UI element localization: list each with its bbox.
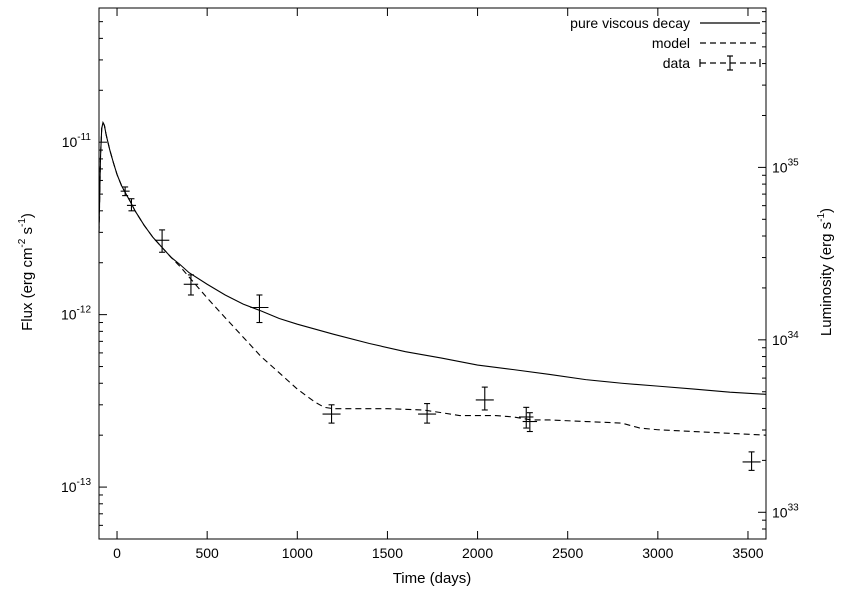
data-point-6 <box>418 403 437 424</box>
data-point-3 <box>183 274 199 296</box>
y-axis-title-pre: Flux (erg cm <box>19 248 36 331</box>
y2-tick-label-34: 1034 <box>772 330 799 348</box>
x-tick-label-3000: 3000 <box>642 545 673 561</box>
y2-tick-label-exp: 34 <box>788 330 800 341</box>
legend-label-data: data <box>663 55 690 71</box>
y-tick-label--12: 10-12 <box>61 305 91 323</box>
plot-frame <box>98 7 767 540</box>
y-tick-label-base: 10 <box>61 307 77 323</box>
y2-axis-title-pre: Luminosity (erg s <box>818 222 835 336</box>
data-point-2 <box>154 229 170 253</box>
x-tick-label-1500: 1500 <box>372 545 403 561</box>
y-tick-label--13: 10-13 <box>61 477 91 495</box>
data-point-1 <box>126 198 136 212</box>
y2-tick-label-33: 1033 <box>772 502 799 520</box>
y-tick-label-exp: -11 <box>77 132 91 143</box>
legend-label-viscous: pure viscous decay <box>570 15 690 31</box>
data-point-0 <box>120 186 130 197</box>
y2-axis-title: Luminosity (erg s-1) <box>816 208 835 336</box>
data-point-7 <box>475 386 494 411</box>
y2-tick-label-base: 10 <box>772 504 788 520</box>
y-tick-label-exp: -12 <box>77 305 92 316</box>
data-point-9 <box>522 412 538 433</box>
y-tick-label-base: 10 <box>62 134 78 150</box>
y-tick-label-base: 10 <box>61 479 77 495</box>
x-tick-label-0: 0 <box>113 545 121 561</box>
legend-swatch-data <box>699 55 761 71</box>
y-axis-title-exp2: -1 <box>17 218 28 227</box>
y2-tick-label-base: 10 <box>772 332 788 348</box>
x-tick-label-500: 500 <box>195 545 219 561</box>
y2-tick-label-exp: 35 <box>788 157 800 168</box>
x-tick-label-2500: 2500 <box>552 545 583 561</box>
data-point-5 <box>322 404 341 424</box>
data-point-10 <box>742 451 761 471</box>
y2-tick-label-exp: 33 <box>788 502 800 513</box>
y-axis-title-post: ) <box>19 213 36 218</box>
y-tick-label--11: 10-11 <box>62 132 92 150</box>
data-point-8 <box>519 406 534 429</box>
data-point-4 <box>250 294 269 324</box>
y-axis-title-exp1: -2 <box>17 238 28 247</box>
x-tick-label-2000: 2000 <box>462 545 493 561</box>
y2-axis-title-exp1: -1 <box>816 213 827 222</box>
x-tick-label-3500: 3500 <box>732 545 763 561</box>
series-line-pure-viscous-decay <box>98 120 767 395</box>
y2-axis-title-post: ) <box>818 208 835 213</box>
legend-label-model: model <box>652 35 690 51</box>
y-axis-title: Flux (erg cm-2 s-1) <box>17 213 36 331</box>
y-tick-label-exp: -13 <box>77 477 92 488</box>
x-tick-label-1000: 1000 <box>282 545 313 561</box>
y2-tick-label-base: 10 <box>772 159 788 175</box>
y-axis-title-mid: s <box>19 227 36 239</box>
legend: pure viscous decay model data <box>570 15 761 71</box>
x-axis-title: Time (days) <box>393 570 472 587</box>
y2-tick-label-35: 1035 <box>772 157 799 175</box>
